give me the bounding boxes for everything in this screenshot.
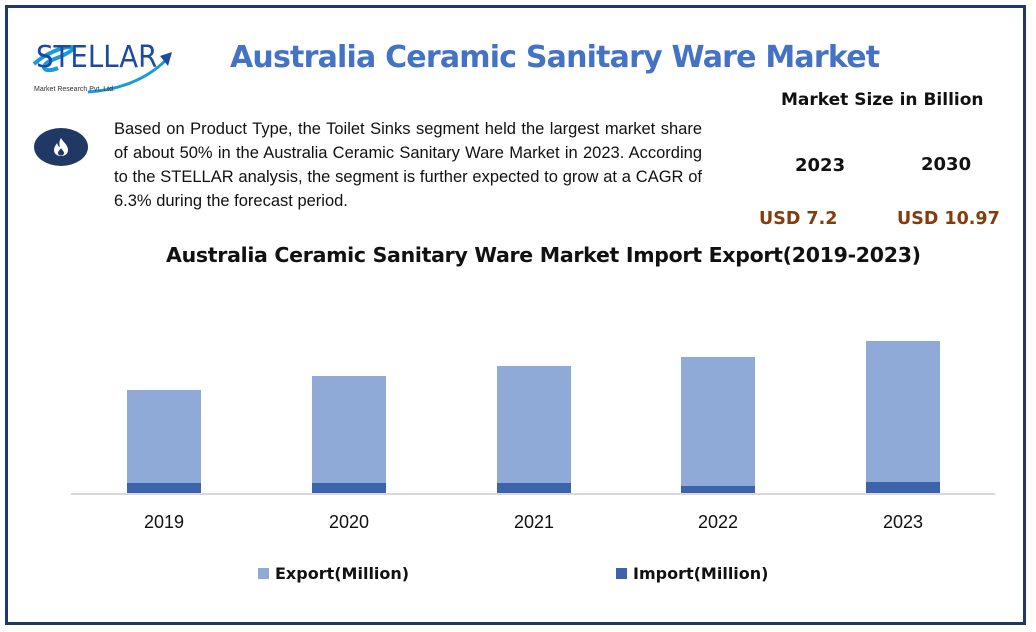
bar-segment-import <box>681 486 755 494</box>
x-axis-label: 2023 <box>882 512 924 532</box>
market-size-value-2030: USD 10.97 <box>897 209 1000 229</box>
bar-segment-import <box>497 483 571 494</box>
legend-swatch-export <box>258 568 269 579</box>
logo-tagline: Market Research Pvt. Ltd. <box>34 86 115 93</box>
logo-brand: STELLAR <box>36 40 158 75</box>
x-axis-label: 2019 <box>143 512 185 532</box>
logo-swoosh-icon <box>32 45 172 94</box>
infographic-frame <box>5 5 1026 625</box>
bar-segment-export <box>312 376 386 483</box>
bar-2021 <box>497 366 571 494</box>
insight-text: Based on Product Type, the Toilet Sinks … <box>114 120 702 210</box>
bar-2019 <box>127 390 201 494</box>
legend-label-import: Import(Million) <box>633 564 769 583</box>
bar-2023 <box>866 341 940 494</box>
fire-badge <box>34 128 88 166</box>
x-axis-label: 2021 <box>513 512 555 532</box>
legend-swatch-import <box>616 568 627 579</box>
bar-segment-export <box>497 366 571 483</box>
x-axis-line <box>71 493 995 495</box>
market-size-year-2030: 2030 <box>921 154 972 175</box>
bar-segment-export <box>866 341 940 482</box>
legend-item-export: Export(Million) <box>258 564 409 583</box>
x-axis-label: 2020 <box>328 512 370 532</box>
legend-label-export: Export(Million) <box>275 564 410 583</box>
stellar-logo: STELLAR Market Research Pvt. Ltd. <box>28 38 178 98</box>
x-axis-label: 2022 <box>697 512 739 532</box>
bar-segment-import <box>866 482 940 494</box>
bar-segment-import <box>127 483 201 494</box>
fire-icon <box>54 138 68 156</box>
market-size-value-2023: USD 7.2 <box>759 209 838 229</box>
bar-segment-export <box>681 357 755 486</box>
chart-title: Australia Ceramic Sanitary Ware Market I… <box>166 243 921 267</box>
legend-item-import: Import(Million) <box>616 564 768 583</box>
bar-2020 <box>312 376 386 494</box>
page-title: Australia Ceramic Sanitary Ware Market <box>230 40 880 75</box>
market-size-year-2023: 2023 <box>795 155 846 176</box>
market-size-title: Market Size in Billion <box>781 90 984 110</box>
bar-segment-export <box>127 390 201 483</box>
bar-2022 <box>681 357 755 494</box>
bar-segment-import <box>312 483 386 494</box>
